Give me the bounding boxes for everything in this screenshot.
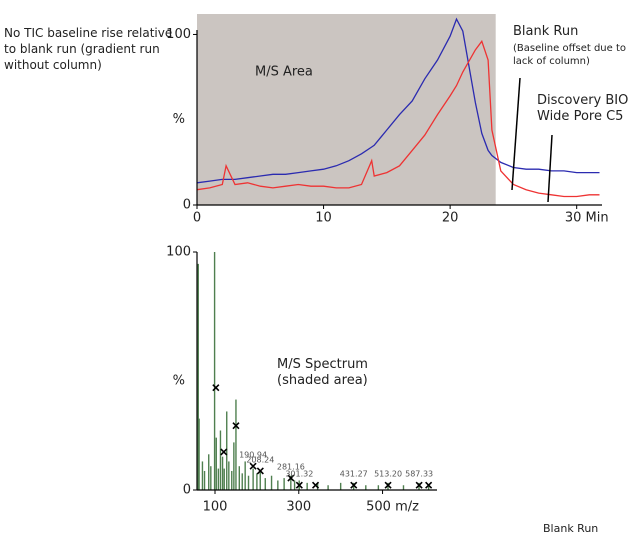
peak-label: 301.32 (285, 470, 313, 479)
series-label: Discovery BIO Wide Pore C5 (537, 93, 629, 124)
peak-marker (256, 467, 264, 475)
peak-marker (287, 474, 295, 482)
x-tick-label: 20 (442, 211, 459, 226)
peak-marker (350, 481, 358, 489)
x-tick-label: 10 (315, 211, 332, 226)
peak-marker (425, 481, 433, 489)
y-tick-label: 0 (183, 483, 191, 498)
peak-marker (384, 481, 392, 489)
peak-marker (415, 481, 423, 489)
area-label: M/S Area (255, 65, 313, 80)
y-tick-label: 100 (166, 27, 191, 42)
peak-marker (311, 481, 320, 489)
series-label: Blank Run (513, 24, 579, 39)
annotation: No TIC baseline rise relative to blank r… (4, 26, 173, 72)
peak-marker (295, 481, 303, 489)
series-line (196, 39, 600, 198)
y-axis-label: % (173, 112, 185, 127)
leader-line (511, 77, 521, 191)
peak-label: 513.20 (374, 470, 402, 479)
leader-line (547, 134, 553, 203)
x-tick-label: 0 (193, 211, 201, 226)
peak-marker (249, 462, 257, 470)
x-tick-label: 30 Min (565, 211, 609, 226)
series-line (196, 17, 600, 184)
peak-label: 587.33 (405, 470, 433, 479)
y-axis-label: % (173, 374, 185, 389)
peak-label: 190.94 (239, 451, 267, 460)
peak-label: 431.27 (340, 470, 368, 479)
chart-label: M/S Spectrum (shaded area) (277, 357, 368, 388)
series-note: (Baseline offset due to lack of column) (513, 43, 627, 67)
footer: Blank Run (543, 522, 599, 535)
peak-marker (220, 448, 228, 456)
x-tick-label: 300 (286, 500, 311, 515)
peak-label: 208.24 (246, 455, 274, 464)
x-tick-label: 100 (203, 500, 228, 515)
x-tick-label: 500 m/z (366, 500, 419, 515)
peak-label: 281.16 (277, 463, 305, 472)
shaded-area (197, 14, 496, 205)
y-tick-label: 0 (183, 198, 191, 213)
peak-marker (232, 422, 240, 430)
peak-marker (212, 384, 220, 392)
y-tick-label: 100 (166, 245, 191, 260)
